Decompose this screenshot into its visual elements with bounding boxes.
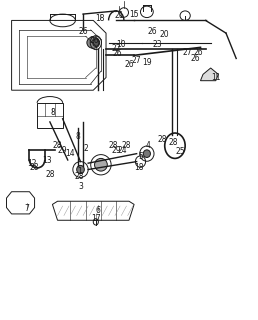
Text: 23: 23 xyxy=(152,40,162,49)
Text: 20: 20 xyxy=(160,30,170,39)
Text: 26: 26 xyxy=(191,54,200,63)
Text: 2: 2 xyxy=(83,144,88,153)
Polygon shape xyxy=(200,68,218,81)
Text: 22: 22 xyxy=(111,44,121,53)
Text: 29: 29 xyxy=(58,146,67,155)
Ellipse shape xyxy=(93,39,99,46)
Ellipse shape xyxy=(87,37,100,48)
Polygon shape xyxy=(52,201,134,220)
Text: 27: 27 xyxy=(183,48,192,57)
Text: 26: 26 xyxy=(193,48,203,57)
Text: 26: 26 xyxy=(147,27,157,36)
Text: 15: 15 xyxy=(129,10,139,19)
Text: 8: 8 xyxy=(76,132,80,141)
Text: 1: 1 xyxy=(77,167,82,176)
Text: 14: 14 xyxy=(66,149,75,158)
Text: 28: 28 xyxy=(30,164,39,172)
Text: 21: 21 xyxy=(114,11,124,20)
Polygon shape xyxy=(12,20,106,90)
Polygon shape xyxy=(6,192,35,214)
Text: 28: 28 xyxy=(157,135,167,144)
Text: 27: 27 xyxy=(132,56,141,65)
Bar xyxy=(37,103,63,128)
Text: 3: 3 xyxy=(78,182,83,191)
Text: 11: 11 xyxy=(211,73,221,82)
Text: 10: 10 xyxy=(117,40,126,49)
Text: 28: 28 xyxy=(109,141,118,150)
Ellipse shape xyxy=(94,158,107,171)
Text: 26: 26 xyxy=(113,49,122,58)
Text: 26: 26 xyxy=(90,36,99,44)
Text: 6: 6 xyxy=(96,206,101,215)
Text: 18: 18 xyxy=(134,164,144,172)
Text: 28: 28 xyxy=(53,141,62,150)
Text: 28: 28 xyxy=(45,170,55,179)
Text: 25: 25 xyxy=(175,147,185,156)
Text: 18: 18 xyxy=(95,14,104,23)
Text: 28: 28 xyxy=(122,141,131,150)
Text: 12: 12 xyxy=(27,159,37,168)
Text: 24: 24 xyxy=(118,146,127,155)
Text: 26: 26 xyxy=(124,60,134,69)
Ellipse shape xyxy=(77,165,84,174)
Text: 28: 28 xyxy=(169,138,179,147)
Text: 19: 19 xyxy=(142,58,152,67)
Text: 17: 17 xyxy=(91,214,101,223)
Text: 29: 29 xyxy=(111,146,121,155)
Text: 5: 5 xyxy=(138,152,143,161)
Text: 8: 8 xyxy=(50,108,55,117)
Ellipse shape xyxy=(143,150,150,157)
Text: 26: 26 xyxy=(78,27,88,36)
Text: 4: 4 xyxy=(146,141,151,150)
Text: 28: 28 xyxy=(75,172,84,181)
Text: 7: 7 xyxy=(25,204,29,213)
Text: 13: 13 xyxy=(43,156,52,164)
